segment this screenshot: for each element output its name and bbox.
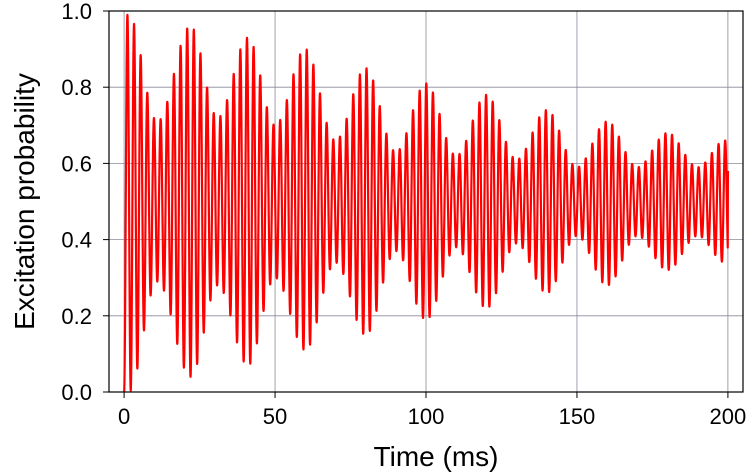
y-tick-label: 0.6 — [61, 151, 92, 176]
x-tick-label: 50 — [263, 404, 287, 429]
x-axis-ticks: 0 50 100 150 200 — [118, 392, 746, 429]
x-tick-label: 150 — [559, 404, 596, 429]
x-tick-label: 0 — [118, 404, 130, 429]
y-tick-label: 0.2 — [61, 304, 92, 329]
y-axis-label: Excitation probability — [9, 73, 40, 330]
y-tick-label: 0.0 — [61, 380, 92, 405]
y-tick-label: 0.4 — [61, 228, 92, 253]
x-axis-label: Time (ms) — [374, 441, 499, 472]
excitation-probability-line — [123, 13, 729, 393]
x-tick-label: 100 — [408, 404, 445, 429]
x-tick-label: 200 — [710, 404, 747, 429]
y-tick-label: 0.8 — [61, 75, 92, 100]
y-axis-ticks: 0.0 0.2 0.4 0.6 0.8 1.0 — [61, 0, 109, 405]
plot-area — [123, 13, 729, 393]
y-tick-label: 1.0 — [61, 0, 92, 24]
